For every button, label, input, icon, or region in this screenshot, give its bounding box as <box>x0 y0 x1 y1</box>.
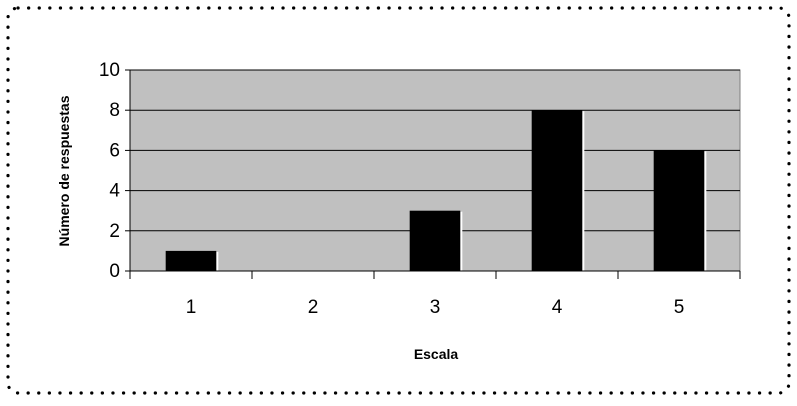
x-tick-label: 2 <box>308 297 319 318</box>
x-tick-label: 1 <box>186 297 197 318</box>
x-tick-label: 5 <box>674 297 685 318</box>
bar <box>531 110 583 271</box>
y-tick-label: 2 <box>109 221 120 242</box>
y-axis-label: Número de respuestas <box>56 95 72 246</box>
x-tick-label: 3 <box>430 297 441 318</box>
dotted-frame-border <box>6 6 791 395</box>
axes <box>125 69 741 279</box>
y-tick-label: 0 <box>109 261 120 282</box>
x-tick-labels: 1 2 3 4 5 <box>186 297 685 318</box>
y-tick-label: 4 <box>109 181 120 202</box>
y-tick-label: 10 <box>99 60 120 81</box>
bar <box>165 250 217 271</box>
x-tick-label: 4 <box>552 297 563 318</box>
bars <box>165 110 707 271</box>
y-tick-label: 8 <box>109 100 120 121</box>
bar <box>653 150 705 271</box>
y-tick-labels: 0 2 4 6 8 10 <box>99 60 121 282</box>
y-tick-label: 6 <box>109 140 120 161</box>
x-axis-label: Escala <box>414 346 459 362</box>
bar <box>409 210 461 271</box>
